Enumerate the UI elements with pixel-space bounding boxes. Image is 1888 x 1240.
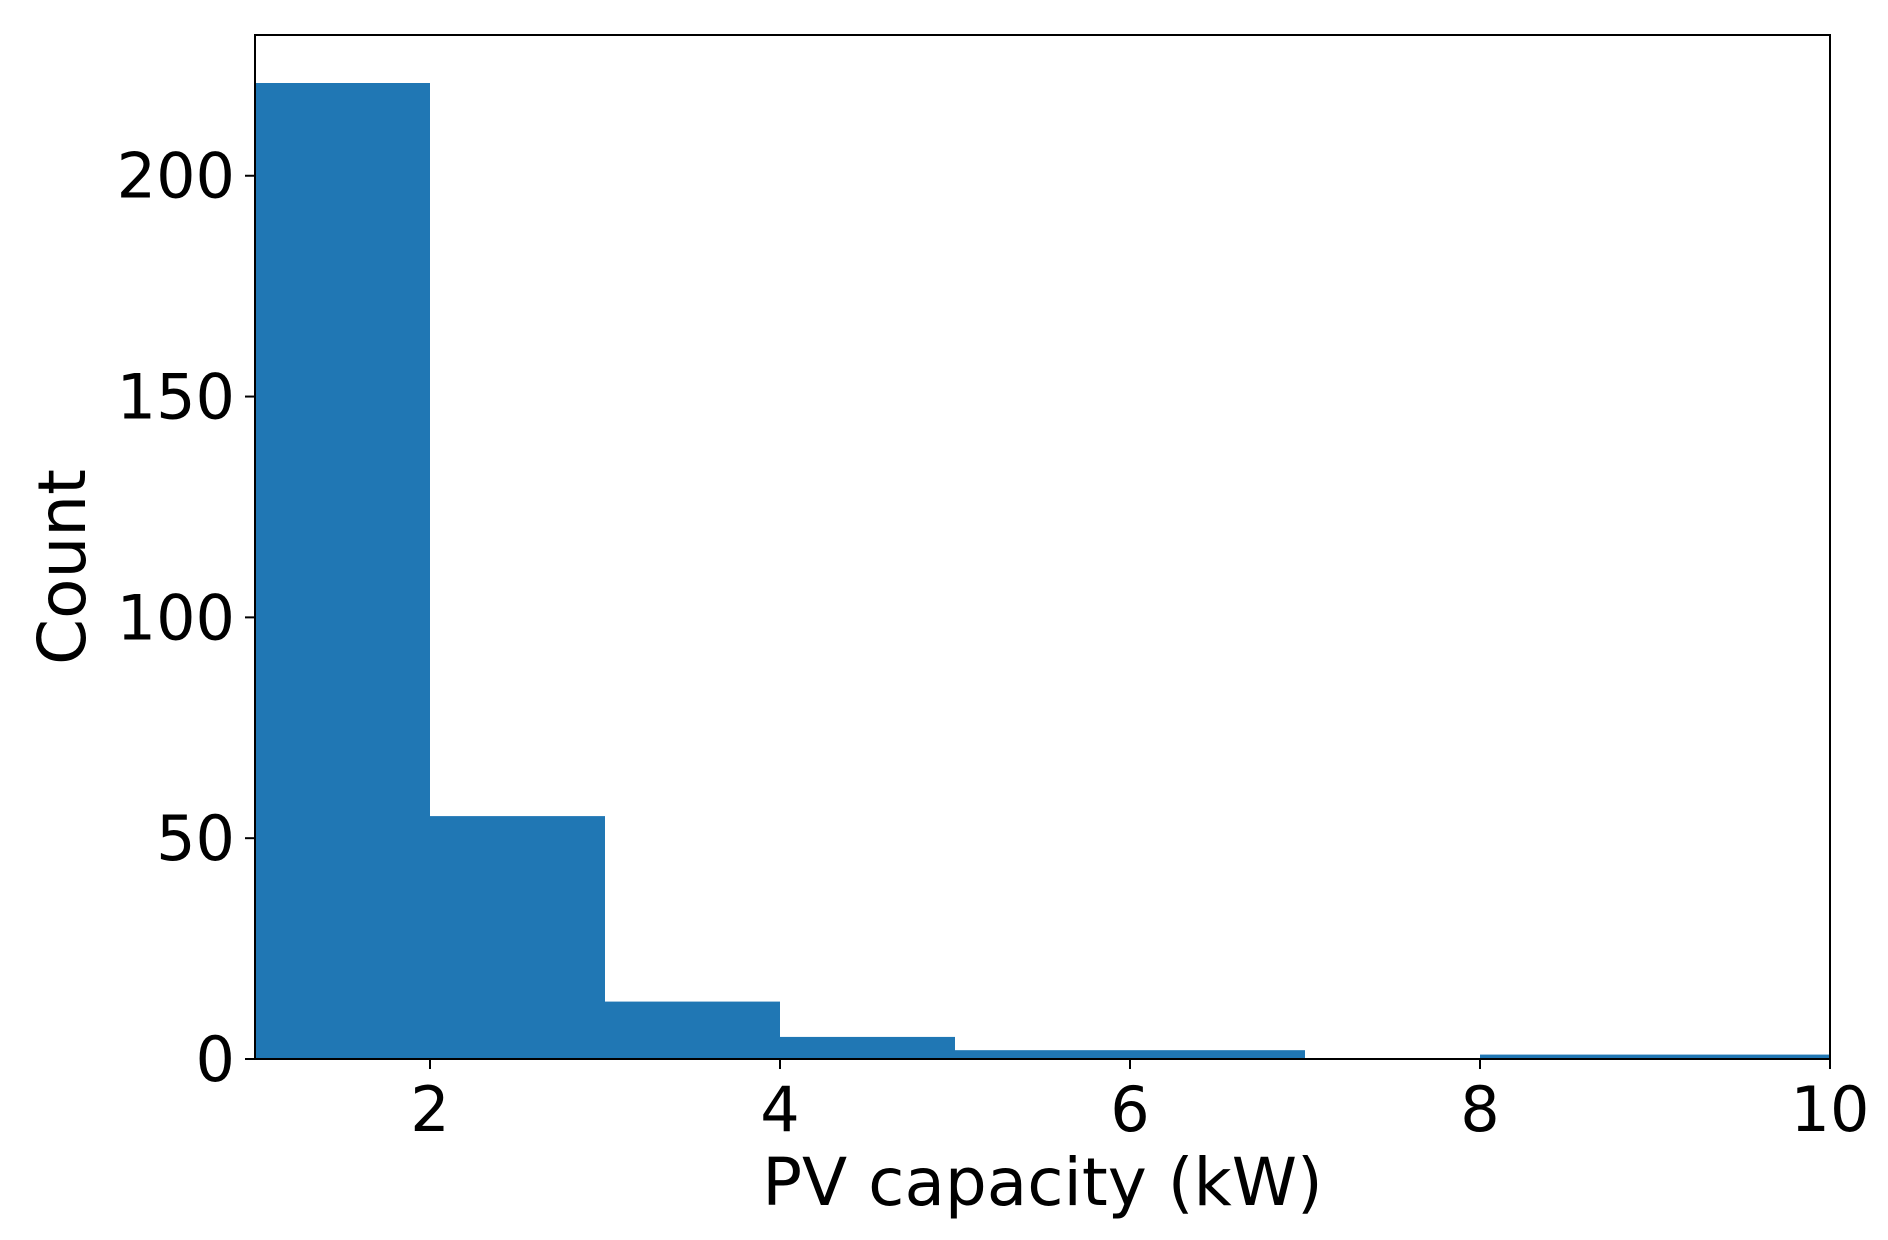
x-tick-label: 4 bbox=[760, 1073, 799, 1146]
y-tick-label: 50 bbox=[156, 802, 235, 875]
y-axis-label: Count bbox=[24, 469, 101, 665]
histogram-bar bbox=[955, 1050, 1130, 1059]
x-tick-label: 8 bbox=[1460, 1073, 1499, 1146]
histogram-bar bbox=[780, 1036, 955, 1059]
y-tick-label: 150 bbox=[117, 361, 235, 434]
y-tick-label: 100 bbox=[117, 581, 235, 654]
bars-group bbox=[255, 83, 1830, 1059]
x-axis-ticks: 2 4 6 8 10 bbox=[410, 1059, 1869, 1146]
x-tick-label: 6 bbox=[1110, 1073, 1149, 1146]
x-axis-label: PV capacity (kW) bbox=[762, 1144, 1323, 1221]
histogram-bar bbox=[430, 816, 605, 1059]
y-tick-label: 0 bbox=[196, 1023, 235, 1096]
y-tick-label: 200 bbox=[117, 140, 235, 213]
histogram-bar bbox=[255, 83, 430, 1059]
histogram-bar bbox=[1130, 1050, 1305, 1059]
y-axis-ticks: 0 50 100 150 200 bbox=[117, 140, 255, 1096]
x-tick-label: 10 bbox=[1791, 1073, 1870, 1146]
histogram-bar bbox=[1480, 1054, 1655, 1059]
plot-frame bbox=[254, 34, 1831, 1060]
histogram-bar bbox=[1655, 1054, 1830, 1059]
histogram-bar bbox=[605, 1001, 780, 1059]
x-tick-label: 2 bbox=[410, 1073, 449, 1146]
